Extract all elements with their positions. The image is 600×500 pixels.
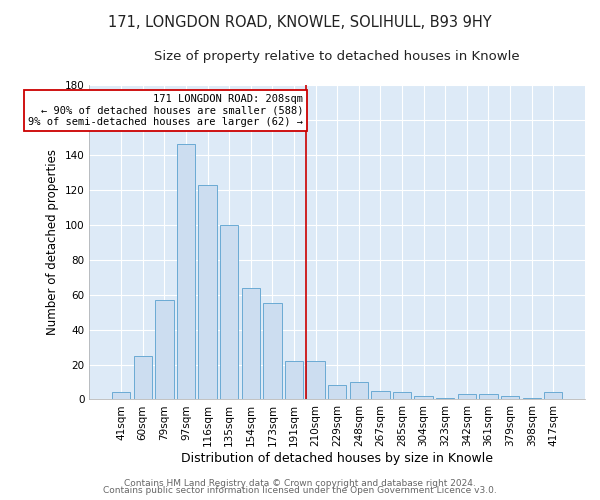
Bar [328, 386, 346, 400]
Bar [199, 184, 217, 400]
Bar [350, 382, 368, 400]
Bar [544, 392, 562, 400]
Bar [523, 398, 541, 400]
Bar [393, 392, 411, 400]
Bar [155, 300, 173, 400]
Y-axis label: Number of detached properties: Number of detached properties [46, 149, 59, 335]
Bar [371, 390, 389, 400]
Bar [220, 225, 238, 400]
Title: Size of property relative to detached houses in Knowle: Size of property relative to detached ho… [154, 50, 520, 63]
Bar [436, 398, 454, 400]
Bar [177, 144, 195, 400]
Bar [501, 396, 519, 400]
Bar [285, 361, 303, 400]
Text: Contains public sector information licensed under the Open Government Licence v3: Contains public sector information licen… [103, 486, 497, 495]
Text: Contains HM Land Registry data © Crown copyright and database right 2024.: Contains HM Land Registry data © Crown c… [124, 478, 476, 488]
Text: 171 LONGDON ROAD: 208sqm
← 90% of detached houses are smaller (588)
9% of semi-d: 171 LONGDON ROAD: 208sqm ← 90% of detach… [28, 94, 303, 127]
Bar [263, 304, 281, 400]
Bar [458, 394, 476, 400]
Bar [479, 394, 497, 400]
Text: 171, LONGDON ROAD, KNOWLE, SOLIHULL, B93 9HY: 171, LONGDON ROAD, KNOWLE, SOLIHULL, B93… [108, 15, 492, 30]
Bar [134, 356, 152, 400]
Bar [415, 396, 433, 400]
Bar [112, 392, 130, 400]
X-axis label: Distribution of detached houses by size in Knowle: Distribution of detached houses by size … [181, 452, 493, 465]
Bar [307, 361, 325, 400]
Bar [242, 288, 260, 400]
